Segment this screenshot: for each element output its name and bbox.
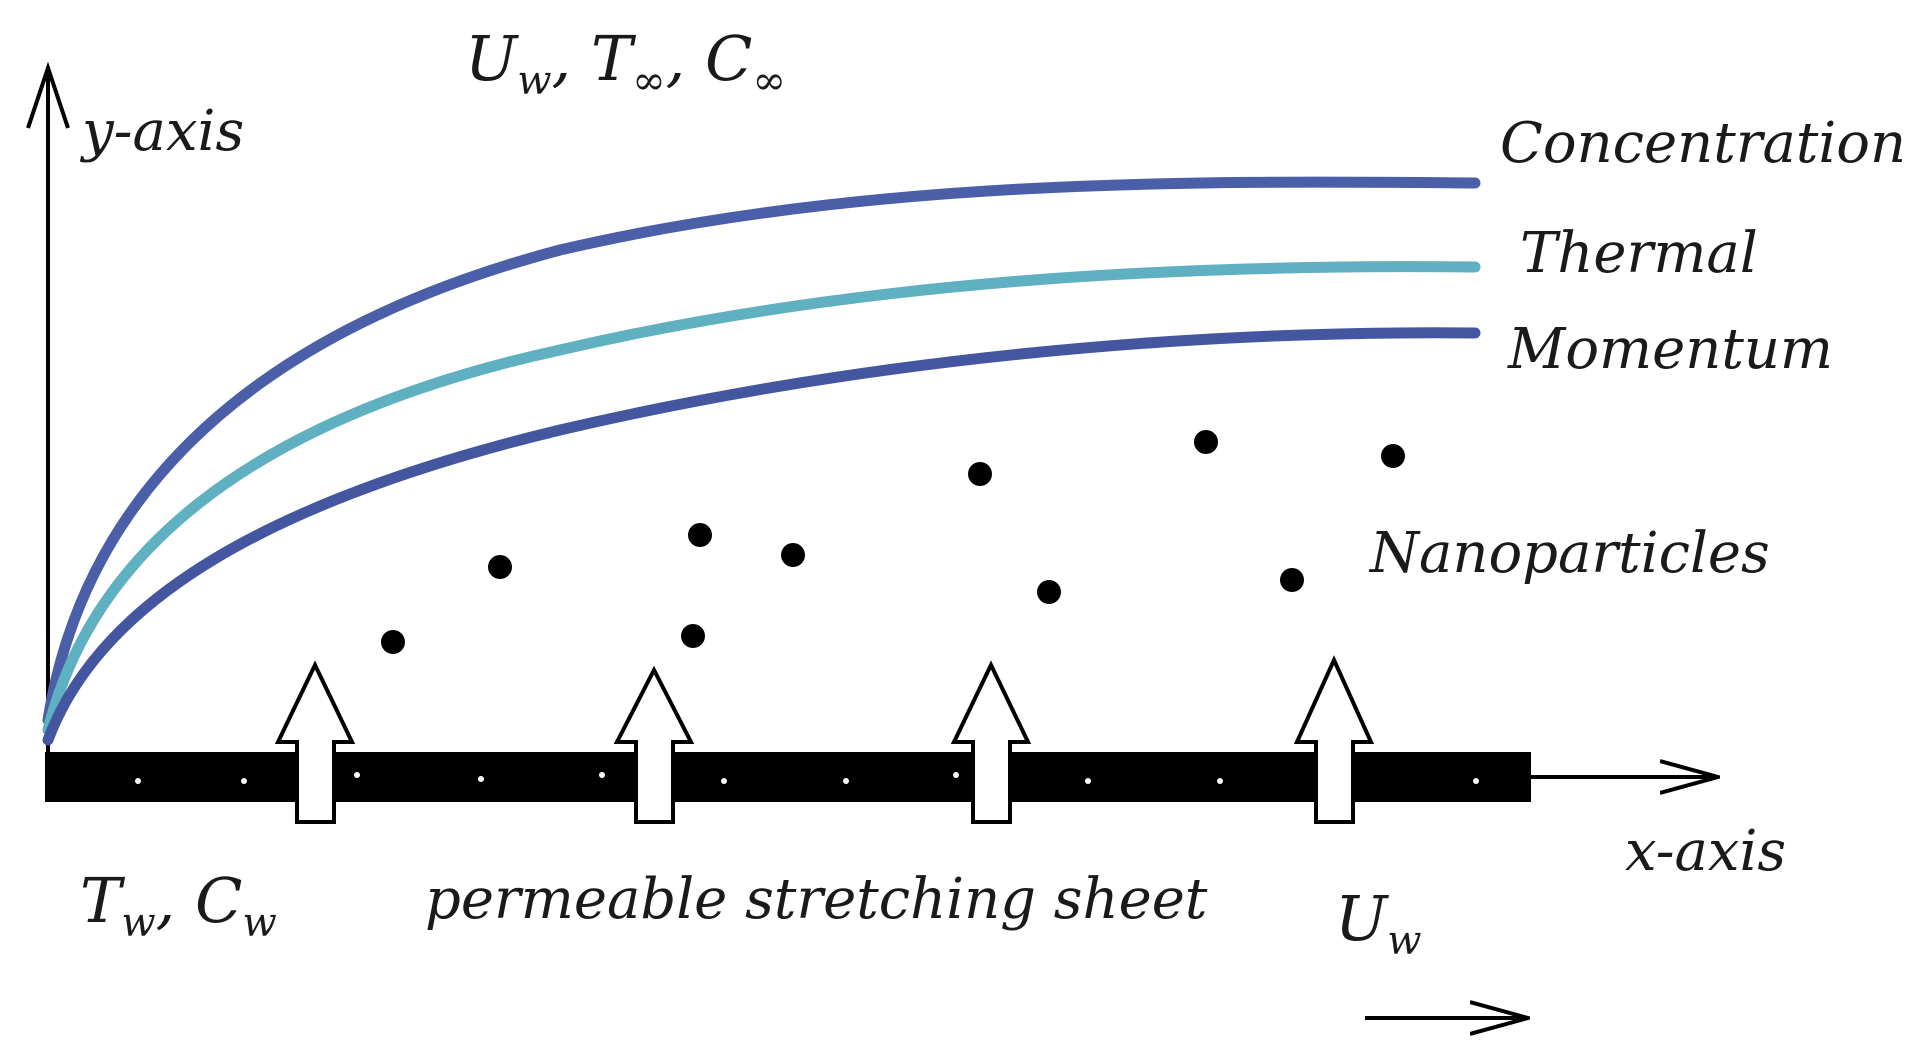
nanoparticle — [1194, 430, 1218, 454]
up-arrow-icon — [613, 665, 695, 824]
x-axis-label: x-axis — [1625, 819, 1786, 884]
up-arrow-icon — [274, 660, 356, 824]
momentum-label: Momentum — [1507, 317, 1833, 382]
nanoparticle — [381, 630, 405, 654]
up-arrow-icon — [1293, 655, 1375, 824]
free-stream-label: Uw, T∞, C∞ — [465, 22, 786, 104]
boundary-layer-curves — [42, 176, 1481, 746]
concentration-label: Concentration — [1500, 111, 1906, 176]
nanoparticle — [781, 543, 805, 567]
nanoparticle — [1280, 568, 1304, 592]
up-arrow-icon — [950, 660, 1032, 824]
stretching-sheet — [45, 752, 1531, 802]
concentration-curve — [42, 176, 1481, 726]
nanoparticle — [968, 462, 992, 486]
momentum-curve — [42, 327, 1481, 746]
nanoparticle — [1037, 580, 1061, 604]
nanoparticle — [688, 523, 712, 547]
y-axis-label: y-axis — [79, 99, 244, 164]
suction-arrows — [274, 655, 1375, 824]
thermal-label: Thermal — [1520, 221, 1758, 286]
nanoparticle — [681, 624, 705, 648]
sheet-label: permeable stretching sheet — [425, 867, 1208, 932]
thermal-curve — [42, 261, 1481, 736]
nanoparticles — [381, 430, 1405, 654]
nanoparticle — [1381, 444, 1405, 468]
nanoparticle — [488, 555, 512, 579]
stretch-velocity-label: Uw — [1335, 882, 1422, 964]
y-axis — [26, 61, 70, 760]
wall-conditions-label: Tw, Cw — [80, 864, 277, 946]
nanoparticles-label: Nanoparticles — [1368, 521, 1770, 586]
